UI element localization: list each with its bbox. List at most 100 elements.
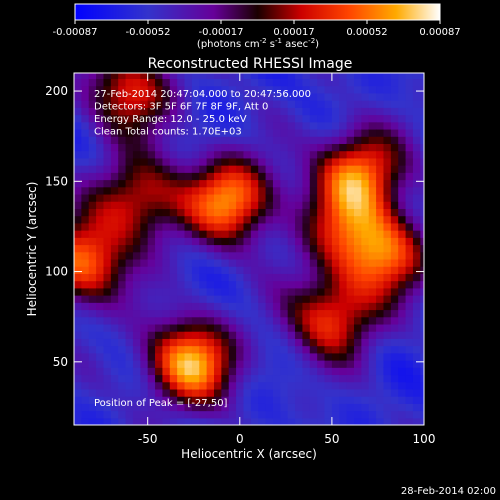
heatmap-cell: [140, 388, 149, 397]
heatmap-cell: [354, 345, 362, 354]
heatmap-cell: [376, 114, 385, 123]
heatmap-cell: [354, 92, 362, 101]
heatmap-cell: [390, 78, 399, 87]
heatmap-cell: [177, 128, 186, 137]
heatmap-cell: [74, 114, 82, 123]
heatmap-cell: [96, 287, 105, 296]
heatmap-cell: [155, 417, 164, 425]
heatmap-cell: [376, 251, 385, 260]
heatmap-cell: [420, 157, 424, 166]
heatmap-cell: [199, 222, 208, 231]
heatmap-cell: [103, 345, 112, 354]
heatmap-cell: [309, 388, 318, 397]
heatmap-cell: [96, 85, 105, 94]
heatmap-cell: [177, 244, 186, 253]
heatmap-cell: [412, 345, 421, 354]
heatmap-cell: [221, 114, 230, 123]
heatmap-cell: [214, 316, 222, 325]
heatmap-cell: [118, 338, 127, 347]
heatmap-cell: [280, 114, 289, 123]
heatmap-cell: [346, 258, 355, 267]
heatmap-cell: [383, 73, 392, 80]
heatmap-cell: [331, 331, 340, 339]
heatmap-cell: [295, 128, 304, 137]
heatmap-cell: [132, 374, 141, 383]
heatmap-cell: [140, 78, 149, 87]
heatmap-cell: [184, 388, 193, 397]
heatmap-cell: [81, 186, 90, 195]
heatmap-cell: [272, 100, 281, 108]
heatmap-cell: [398, 100, 407, 108]
heatmap-cell: [206, 417, 215, 425]
heatmap-cell: [228, 208, 237, 217]
heatmap-cell: [317, 230, 326, 238]
heatmap-cell: [236, 165, 245, 173]
heatmap-cell: [405, 309, 414, 318]
heatmap-cell: [184, 107, 193, 116]
heatmap-cell: [354, 222, 362, 231]
heatmap-cell: [339, 157, 348, 166]
heatmap-cell: [309, 237, 318, 246]
heatmap-cell: [331, 100, 340, 108]
heatmap-cell: [405, 136, 414, 144]
heatmap-cell: [390, 186, 399, 195]
heatmap-cell: [221, 403, 230, 412]
heatmap-cell: [169, 92, 178, 101]
heatmap-cell: [361, 280, 370, 289]
heatmap-cell: [258, 121, 267, 130]
heatmap-cell: [339, 201, 348, 209]
heatmap-cell: [243, 128, 252, 137]
heatmap-cell: [346, 107, 355, 116]
heatmap-cell: [250, 107, 259, 116]
heatmap-cell: [250, 165, 259, 173]
heatmap-cell: [177, 172, 186, 181]
heatmap-cell: [309, 114, 318, 123]
heatmap-cell: [140, 251, 149, 260]
heatmap-cell: [302, 78, 311, 87]
heatmap-cell: [162, 165, 171, 173]
heatmap-cell: [376, 323, 385, 332]
heatmap-cell: [420, 345, 424, 354]
heatmap-cell: [103, 186, 112, 195]
heatmap-cell: [420, 295, 424, 303]
heatmap-cell: [206, 208, 215, 217]
heatmap-cell: [420, 208, 424, 217]
heatmap-cell: [354, 85, 362, 94]
heatmap-cell: [118, 367, 127, 376]
heatmap-cell: [265, 165, 274, 173]
heatmap-cell: [354, 136, 362, 144]
heatmap-cell: [155, 266, 164, 274]
heatmap-cell: [96, 273, 105, 282]
heatmap-cell: [147, 100, 156, 108]
heatmap-cell: [125, 73, 134, 80]
heatmap-cell: [147, 381, 156, 390]
heatmap-cell: [331, 396, 340, 404]
heatmap-cell: [383, 157, 392, 166]
heatmap-cell: [221, 352, 230, 361]
heatmap-cell: [398, 309, 407, 318]
heatmap-cell: [74, 316, 82, 325]
heatmap-cell: [420, 150, 424, 159]
heatmap-cell: [295, 338, 304, 347]
heatmap-cell: [405, 208, 414, 217]
heatmap-cell: [354, 121, 362, 130]
heatmap-cell: [191, 237, 200, 246]
heatmap-cell: [125, 157, 134, 166]
heatmap-cell: [184, 374, 193, 383]
heatmap-cell: [132, 157, 141, 166]
heatmap-cell: [221, 165, 230, 173]
heatmap-cell: [272, 193, 281, 202]
heatmap-cell: [169, 85, 178, 94]
heatmap-cell: [228, 258, 237, 267]
heatmap-cell: [309, 186, 318, 195]
heatmap-cell: [103, 114, 112, 123]
heatmap-cell: [214, 136, 222, 144]
heatmap-cell: [324, 367, 333, 376]
heatmap-cell: [420, 309, 424, 318]
heatmap-cell: [398, 92, 407, 101]
heatmap-cell: [103, 258, 112, 267]
heatmap-cell: [88, 157, 97, 166]
heatmap-cell: [420, 287, 424, 296]
heatmap-cell: [250, 302, 259, 311]
heatmap-cell: [317, 157, 326, 166]
